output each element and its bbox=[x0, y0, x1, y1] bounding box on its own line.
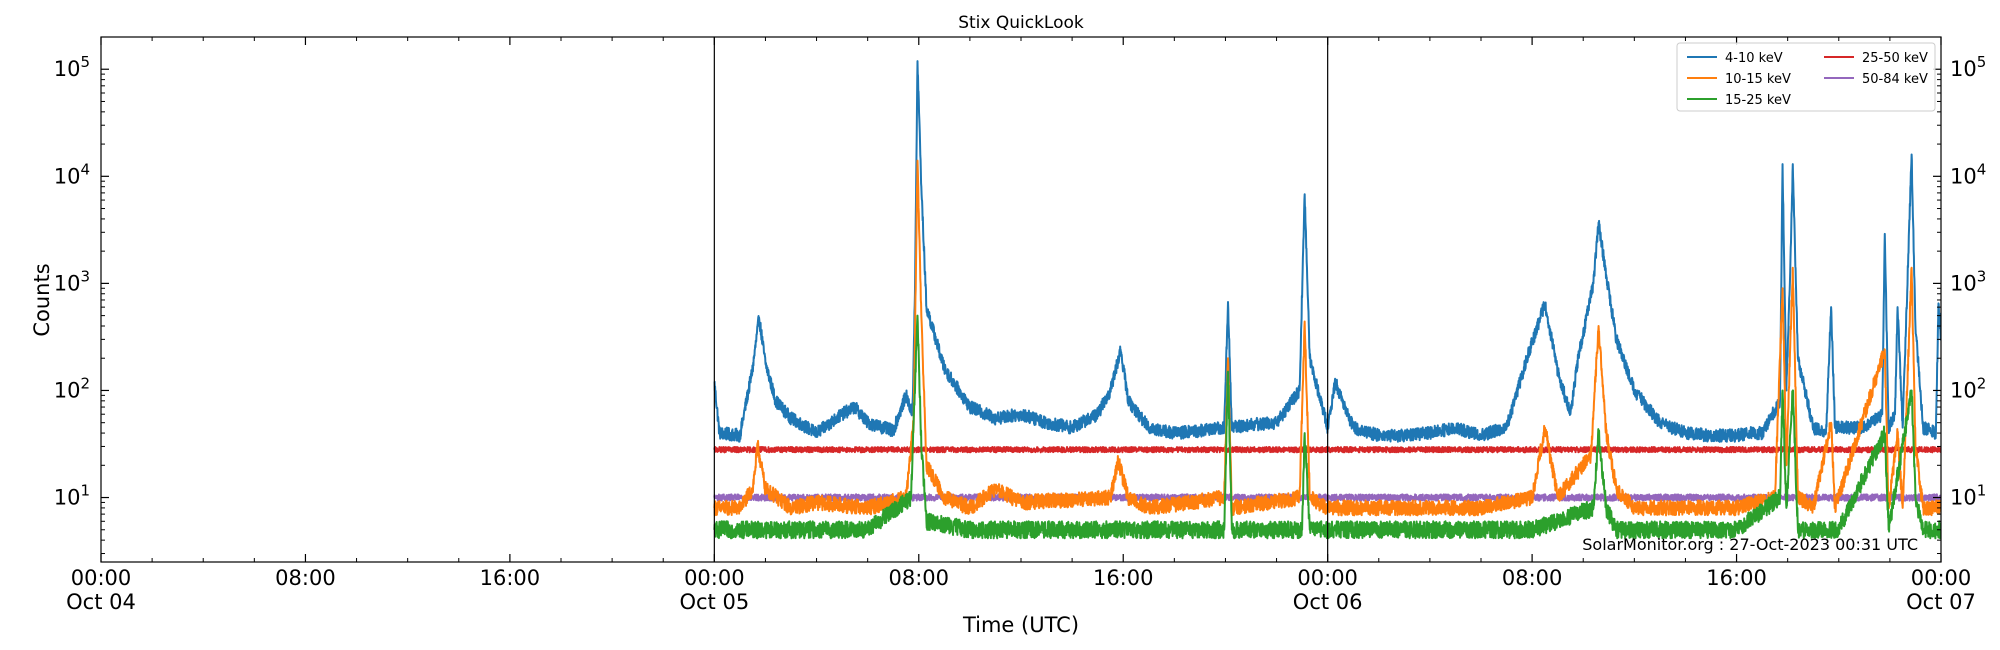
plot-frame bbox=[100, 36, 1942, 563]
y-tick-label-right: 105 bbox=[1950, 53, 1986, 81]
x-tick-time: 16:00 bbox=[1706, 566, 1767, 590]
y-tick-label-right: 101 bbox=[1950, 482, 1986, 510]
x-tick-date: Oct 07 bbox=[1906, 590, 1976, 614]
x-tick-time: 00:00 bbox=[1297, 566, 1358, 590]
x-tick-time: 08:00 bbox=[889, 566, 950, 590]
legend-label: 4-10 keV bbox=[1725, 51, 1783, 66]
y-tick-label-left: 105 bbox=[54, 53, 90, 81]
x-tick-date: Oct 06 bbox=[1293, 590, 1363, 614]
y-tick-label-right: 103 bbox=[1950, 267, 1986, 295]
y-tick-label-right: 102 bbox=[1950, 374, 1986, 402]
x-tick-time: 00:00 bbox=[684, 566, 745, 590]
credit-annotation: SolarMonitor.org : 27-Oct-2023 00:31 UTC bbox=[1582, 535, 1918, 554]
x-tick-date: Oct 05 bbox=[679, 590, 749, 614]
x-tick-time: 00:00 bbox=[71, 566, 132, 590]
chart-title: Stix QuickLook bbox=[958, 13, 1084, 33]
legend: 4-10 keV 10-15 keV 15-25 keV 25-50 keV 50-84… bbox=[1676, 42, 1936, 112]
x-tick-time: 08:00 bbox=[1502, 566, 1563, 590]
legend-label: 15-25 keV bbox=[1725, 93, 1791, 108]
legend-label: 10-15 keV bbox=[1725, 72, 1791, 87]
y-axis-ticks: 101 101 102 102 103 103 104 104 105 105 bbox=[54, 36, 1986, 555]
y-axis-label: Counts bbox=[30, 263, 54, 336]
legend-label: 50-84 keV bbox=[1862, 72, 1928, 87]
day-boundaries bbox=[713, 37, 1329, 562]
y-tick-label-left: 102 bbox=[54, 374, 90, 402]
y-tick-label-left: 103 bbox=[54, 267, 90, 295]
x-tick-time: 16:00 bbox=[480, 566, 541, 590]
x-axis-label: Time (UTC) bbox=[962, 613, 1079, 637]
legend-box bbox=[1676, 42, 1936, 112]
x-tick-date: Oct 04 bbox=[66, 590, 136, 614]
y-tick-label-left: 101 bbox=[54, 482, 90, 510]
y-tick-label-right: 104 bbox=[1950, 160, 1986, 188]
y-tick-label-left: 104 bbox=[54, 160, 90, 188]
x-tick-time: 08:00 bbox=[275, 566, 336, 590]
legend-label: 25-50 keV bbox=[1862, 51, 1928, 66]
x-tick-time: 00:00 bbox=[1911, 566, 1972, 590]
x-tick-time: 16:00 bbox=[1093, 566, 1154, 590]
